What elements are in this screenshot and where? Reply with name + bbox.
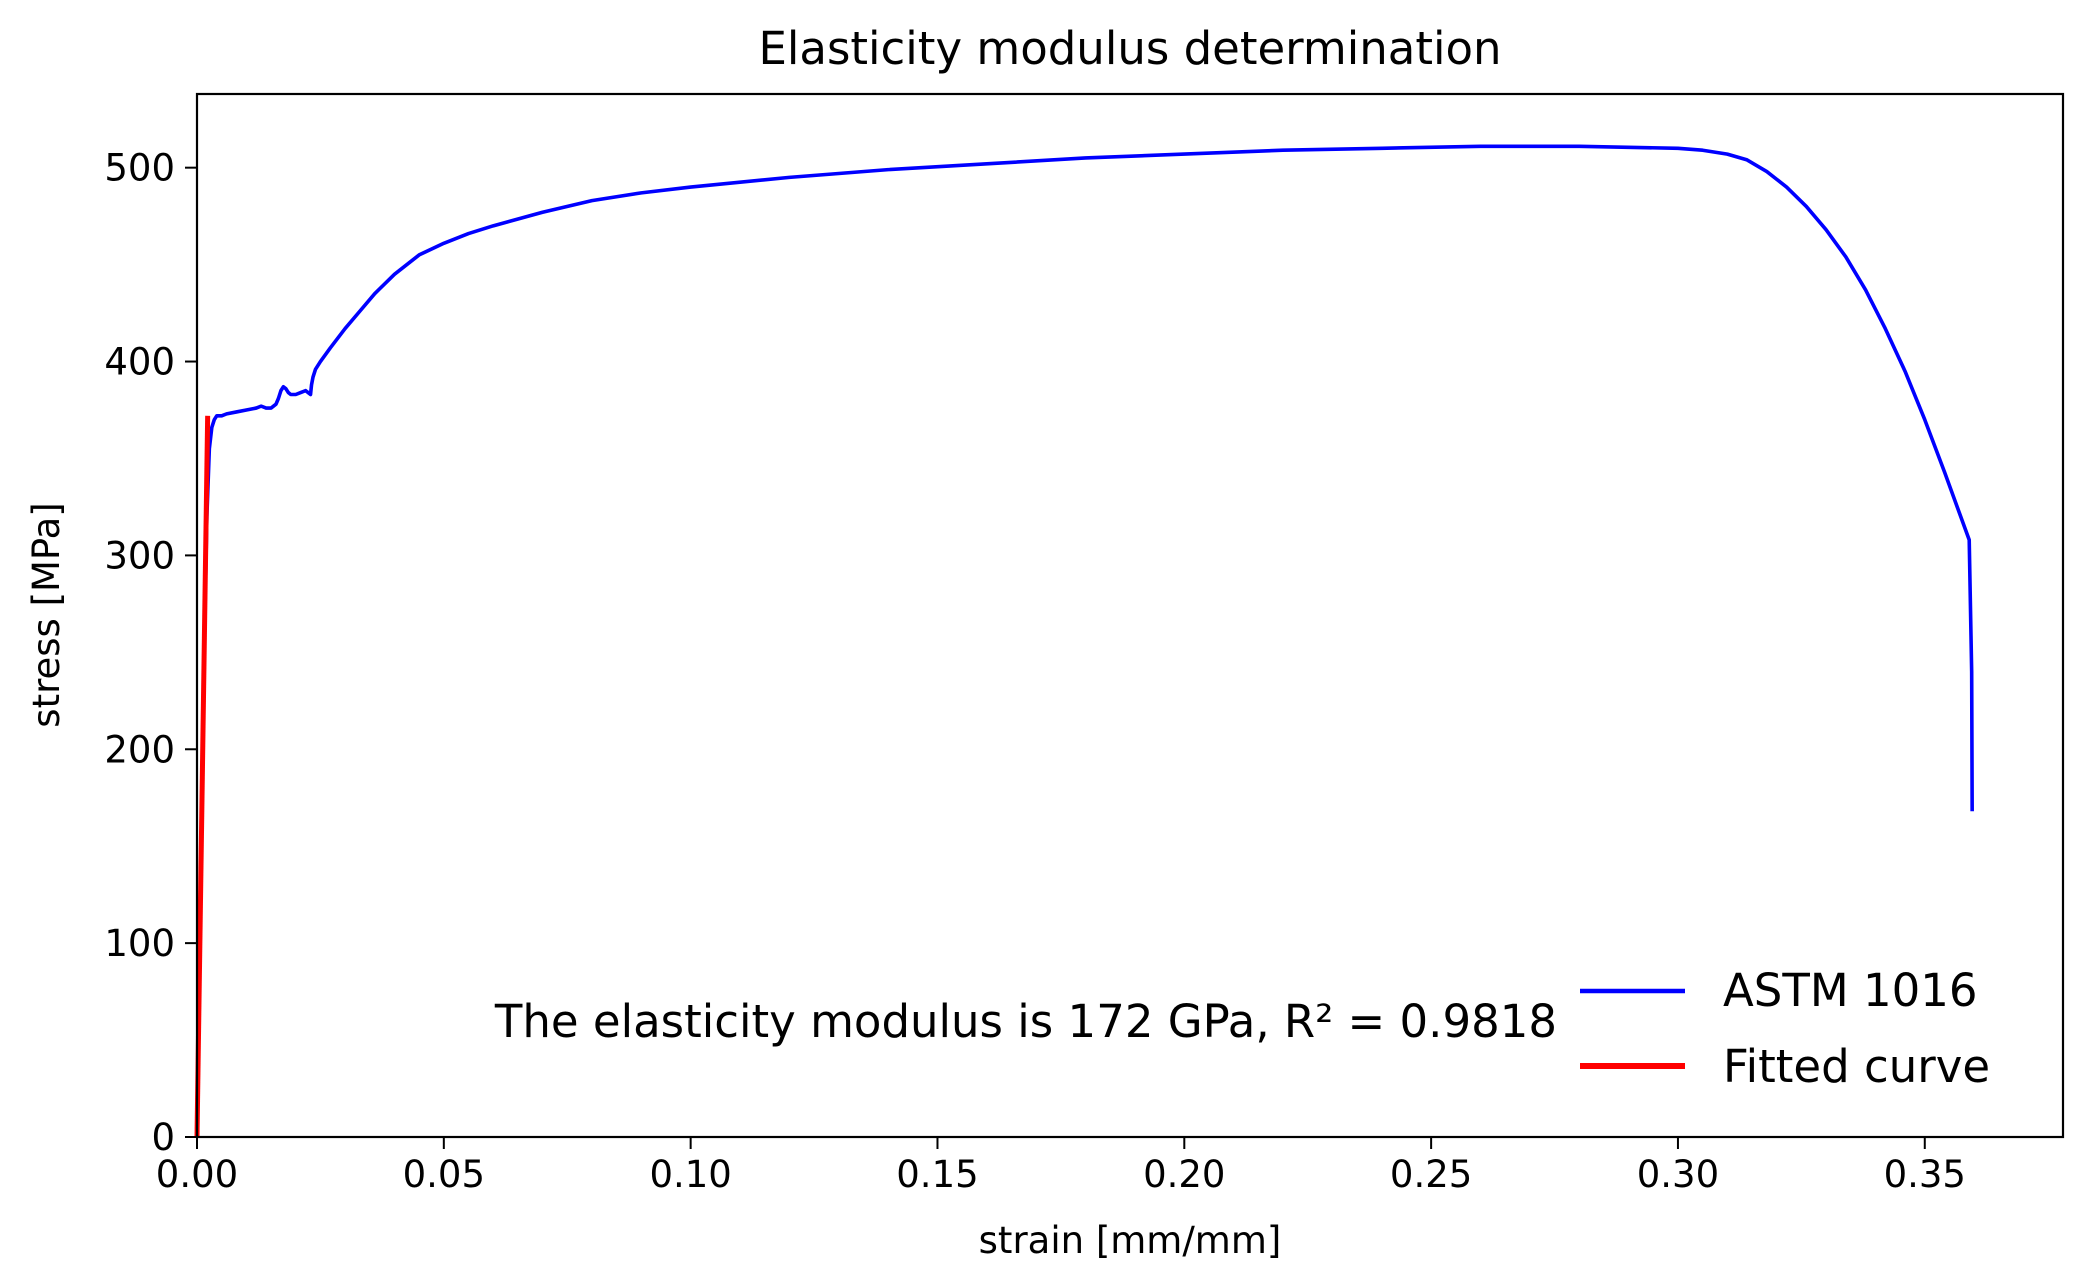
chart-title: Elasticity modulus determination [758, 22, 1501, 75]
y-tick-label: 300 [104, 534, 175, 577]
x-tick-label: 0.15 [896, 1153, 978, 1196]
y-tick-label: 200 [104, 728, 175, 771]
y-tick-label: 500 [104, 147, 175, 190]
y-axis-ticks: 0 100 200 300 400 500 [104, 147, 197, 1159]
series-line-astm-1016 [195, 144, 1974, 1138]
x-tick-label: 0.25 [1390, 1153, 1472, 1196]
x-tick-label: 0.00 [156, 1153, 238, 1196]
legend: ASTM 1016 Fitted curve [1580, 964, 1990, 1093]
x-tick-label: 0.10 [649, 1153, 731, 1196]
legend-label-astm-1016: ASTM 1016 [1723, 964, 1978, 1017]
y-tick-label: 400 [104, 341, 175, 384]
x-tick-label: 0.30 [1637, 1153, 1719, 1196]
x-axis-ticks: 0.00 0.05 0.10 0.15 0.20 0.25 0.30 0.35 [156, 1137, 1966, 1196]
plot-area [194, 92, 2065, 1139]
y-tick-label: 100 [104, 922, 175, 965]
x-tick-label: 0.20 [1143, 1153, 1225, 1196]
y-tick-label: 0 [151, 1116, 175, 1159]
series-line-fitted-curve [194, 415, 211, 1138]
y-axis-label: stress [MPa] [25, 502, 68, 727]
legend-label-fitted-curve: Fitted curve [1723, 1040, 1990, 1093]
x-tick-label: 0.05 [403, 1153, 485, 1196]
axes-frame [195, 92, 2065, 1139]
elasticity-annotation: The elasticity modulus is 172 GPa, R² = … [494, 995, 1557, 1048]
x-tick-label: 0.35 [1884, 1153, 1966, 1196]
x-axis-label: strain [mm/mm] [979, 1219, 1282, 1262]
series-layer [194, 144, 1974, 1138]
